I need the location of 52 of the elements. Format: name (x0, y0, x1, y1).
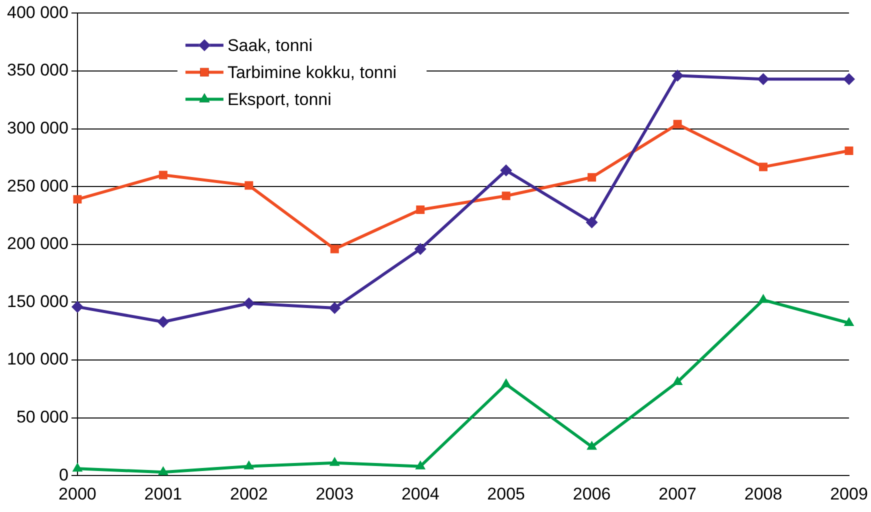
point (329, 456, 340, 466)
y-tick-label: 150 000 (7, 292, 68, 311)
y-tick-label: 100 000 (7, 350, 68, 369)
legend-label: Eksport, tonni (227, 90, 332, 109)
y-tick-label: 300 000 (7, 118, 68, 138)
y-tick-label: 350 000 (7, 60, 68, 80)
point (673, 120, 682, 128)
x-tick-label: 2009 (830, 484, 868, 504)
point (500, 378, 512, 388)
point (414, 243, 426, 256)
x-tick-label: 2004 (401, 484, 440, 504)
x-tick-label: 2002 (230, 484, 268, 504)
point (672, 376, 683, 385)
y-tick-label: 200 000 (7, 234, 68, 254)
point (844, 317, 854, 326)
point (158, 466, 168, 476)
y-tick-label: 50 000 (16, 407, 68, 426)
point (73, 195, 82, 204)
point (416, 205, 425, 214)
x-tick-label: 2000 (58, 484, 96, 504)
point (757, 73, 770, 86)
x-tick-label: 2001 (144, 484, 182, 504)
point (242, 297, 255, 310)
point (843, 73, 855, 86)
point (158, 170, 168, 180)
y-tick-label: 250 000 (7, 176, 68, 196)
x-tick-label: 2006 (572, 484, 611, 504)
x-tick-label: 2003 (316, 484, 354, 504)
point (415, 460, 426, 470)
point (328, 302, 341, 314)
point (586, 216, 598, 228)
x-tick-label: 2005 (487, 484, 526, 504)
point (244, 181, 254, 190)
legend-label: Saak, tonni (227, 36, 313, 55)
point (588, 173, 596, 182)
point (500, 164, 512, 176)
point (502, 192, 510, 200)
point (330, 244, 339, 254)
y-tick-label: 400 000 (7, 2, 68, 22)
point (758, 294, 768, 303)
point (71, 300, 84, 313)
point (586, 440, 598, 450)
legend-label: Tarbimine kokku, tonni (227, 62, 397, 82)
point (672, 70, 684, 82)
x-tick-label: 2007 (658, 484, 696, 504)
point (157, 316, 170, 328)
x-tick-label: 2008 (744, 484, 782, 504)
point (759, 162, 768, 172)
point (844, 146, 854, 156)
point (244, 460, 254, 470)
point (72, 462, 83, 472)
y-tick-label: 0 (58, 465, 68, 484)
